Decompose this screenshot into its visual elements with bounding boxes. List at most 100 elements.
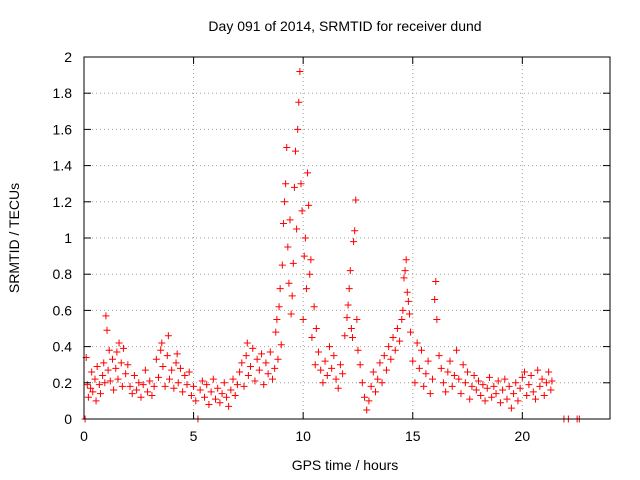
- data-point: [150, 382, 158, 390]
- data-point: [402, 256, 410, 264]
- data-point: [512, 379, 520, 387]
- data-point: [277, 341, 285, 349]
- data-point: [103, 326, 111, 334]
- data-point: [203, 381, 211, 389]
- data-point: [260, 381, 268, 389]
- data-point: [319, 379, 327, 387]
- data-point: [311, 361, 319, 369]
- data-point: [124, 361, 132, 369]
- data-point: [475, 377, 482, 385]
- data-point: [297, 180, 305, 188]
- data-point: [264, 370, 272, 378]
- data-point: [302, 285, 310, 293]
- data-point: [343, 314, 351, 322]
- data-point: [411, 379, 419, 387]
- data-point: [102, 312, 110, 320]
- data-point: [148, 391, 156, 399]
- data-point: [496, 399, 504, 407]
- data-point: [276, 285, 284, 293]
- data-point: [89, 388, 97, 396]
- y-tick-label: 1.8: [53, 85, 73, 101]
- data-point: [404, 297, 412, 305]
- data-point: [185, 368, 193, 376]
- data-point: [422, 370, 430, 378]
- data-point: [310, 303, 318, 311]
- data-point: [426, 390, 434, 398]
- data-point: [288, 292, 296, 300]
- data-point: [523, 391, 531, 399]
- data-point: [164, 332, 172, 340]
- data-point: [105, 346, 113, 354]
- data-point: [281, 198, 289, 206]
- data-point: [455, 375, 463, 383]
- data-point: [207, 388, 215, 396]
- y-tick-label: 2: [64, 49, 72, 65]
- data-point: [371, 388, 379, 396]
- data-point: [300, 252, 308, 260]
- x-tick-label: 5: [190, 428, 198, 444]
- data-point: [135, 379, 143, 387]
- data-point: [457, 390, 465, 398]
- x-axis-label: GPS time / hours: [292, 457, 399, 473]
- data-point: [354, 346, 362, 354]
- data-point: [317, 366, 325, 374]
- data-point: [87, 384, 95, 392]
- x-tick-labels: 0 5 10 15 20: [80, 428, 530, 444]
- x-tick-label: 10: [295, 428, 311, 444]
- data-point: [307, 256, 315, 264]
- data-point: [262, 359, 270, 367]
- data-point: [258, 350, 266, 358]
- data-point: [470, 372, 478, 380]
- data-point: [251, 377, 259, 385]
- data-point: [187, 391, 195, 399]
- data-point: [344, 301, 352, 309]
- data-point: [365, 397, 373, 405]
- data-point: [459, 361, 467, 369]
- data-point: [315, 348, 323, 356]
- data-point: [279, 220, 287, 228]
- data-point: [534, 366, 542, 374]
- data-point: [380, 352, 388, 360]
- data-point: [268, 375, 276, 383]
- data-point: [479, 381, 487, 389]
- data-point: [220, 379, 228, 387]
- y-tick-label: 1.4: [53, 158, 73, 174]
- data-point: [242, 352, 250, 360]
- data-point: [415, 364, 423, 372]
- data-point: [91, 375, 99, 383]
- data-point: [233, 381, 241, 389]
- y-tick-label: 0.6: [53, 302, 73, 318]
- data-point: [367, 382, 375, 390]
- data-point: [418, 346, 426, 354]
- data-point: [538, 375, 546, 383]
- data-point: [494, 377, 502, 385]
- data-point: [168, 366, 176, 374]
- data-point: [298, 207, 306, 215]
- data-point: [356, 361, 364, 369]
- data-point: [448, 382, 456, 390]
- data-point: [247, 363, 255, 371]
- data-point: [212, 395, 219, 403]
- data-point: [238, 359, 246, 367]
- data-point: [393, 325, 401, 332]
- data-point: [152, 355, 160, 363]
- data-point: [84, 393, 92, 401]
- data-point: [501, 375, 509, 383]
- data-point: [158, 339, 166, 347]
- y-tick-label: 1.6: [53, 121, 73, 137]
- data-point: [428, 375, 436, 383]
- data-point: [176, 364, 184, 372]
- data-points: [81, 67, 583, 423]
- data-point: [336, 361, 344, 369]
- data-point: [181, 372, 189, 380]
- data-point: [274, 355, 282, 363]
- data-point: [353, 315, 361, 323]
- y-axis-label: SRMTID / TECUs: [6, 183, 22, 293]
- data-point: [346, 267, 354, 275]
- data-point: [201, 393, 209, 401]
- data-point: [198, 377, 206, 385]
- data-point: [115, 339, 123, 347]
- data-point: [308, 334, 316, 342]
- data-point: [442, 388, 450, 396]
